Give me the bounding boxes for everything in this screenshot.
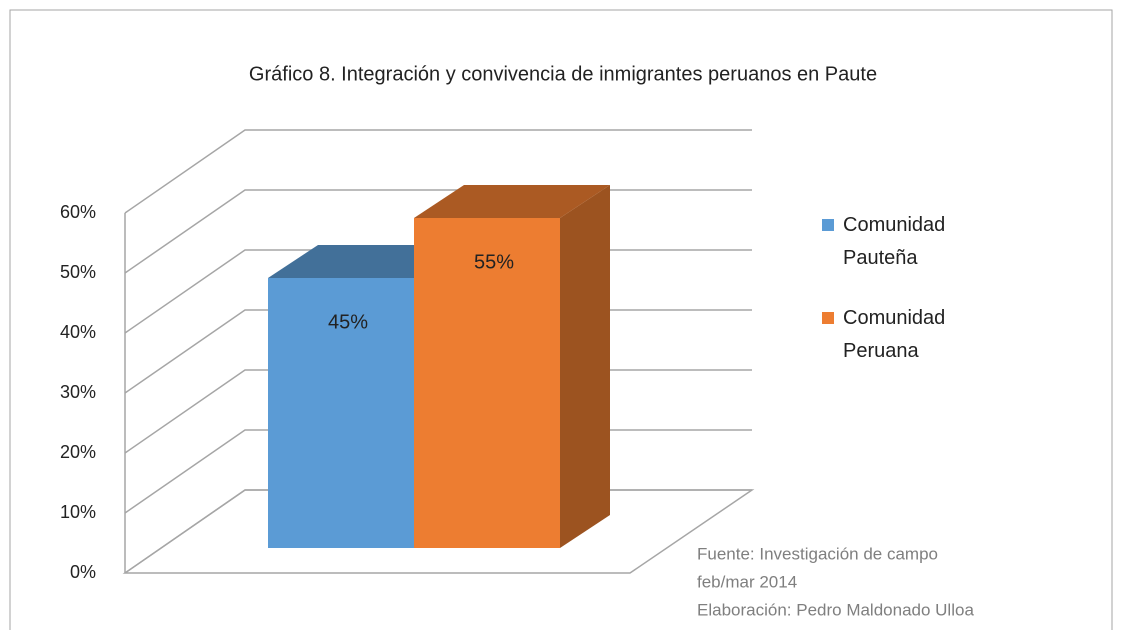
y-tick-label: 0% — [70, 562, 96, 582]
y-tick-label: 30% — [60, 382, 96, 402]
data-label: 45% — [328, 311, 368, 333]
annotation: feb/mar 2014 — [697, 572, 797, 591]
annotation: Elaboración: Pedro Maldonado Ulloa — [697, 600, 974, 619]
y-tick-label: 20% — [60, 442, 96, 462]
legend-swatch — [822, 219, 834, 231]
legend-item: Comunidad Peruana — [822, 302, 993, 368]
y-tick-label: 10% — [60, 502, 96, 522]
grid-line — [124, 129, 752, 214]
y-tick-label: 60% — [60, 202, 96, 222]
y-tick-label: 50% — [60, 262, 96, 282]
bar — [414, 218, 560, 548]
bar — [268, 278, 414, 548]
chart-frame — [9, 9, 1113, 630]
y-tick-label: 40% — [60, 322, 96, 342]
bar-top — [414, 185, 610, 218]
chart-title: Gráfico 8. Integración y convivencia de … — [249, 63, 877, 85]
data-label: 55% — [474, 251, 514, 273]
bar-side — [560, 185, 610, 548]
legend-swatch — [822, 312, 834, 324]
legend-label: Comunidad Peruana — [843, 307, 946, 362]
legend-item: Comunidad Pauteña — [822, 209, 993, 275]
legend-label: Comunidad Pauteña — [843, 214, 946, 269]
annotation: Fuente: Investigación de campo — [697, 544, 938, 563]
